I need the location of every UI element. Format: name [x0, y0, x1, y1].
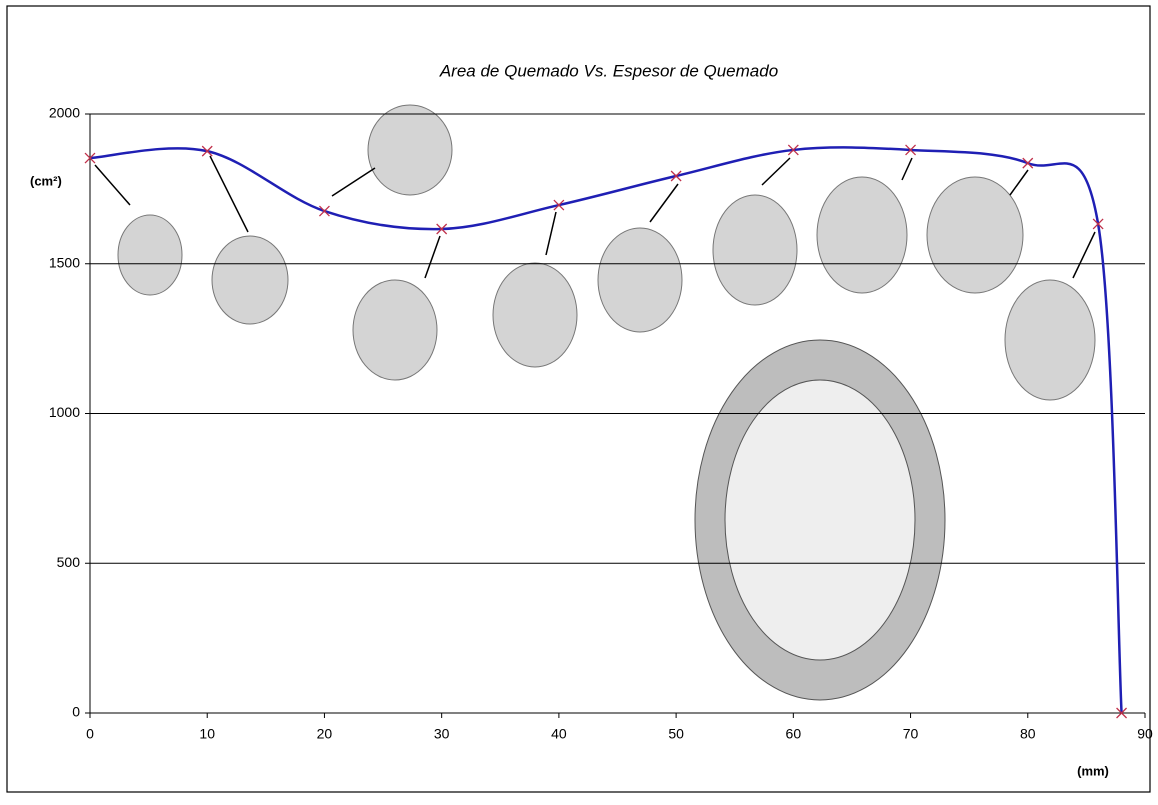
chart: Area de Quemado Vs. Espesor de Quemado (…: [0, 0, 1158, 800]
x-tick-label: 50: [668, 726, 684, 742]
y-axis-label: (cm²): [30, 173, 62, 188]
x-tick-label: 20: [317, 726, 333, 742]
y-tick-label: 2000: [49, 105, 80, 121]
chart-title: Area de Quemado Vs. Espesor de Quemado: [439, 61, 778, 80]
y-tick-label: 1000: [49, 404, 80, 420]
chart-border: [7, 6, 1150, 792]
y-tick-label: 1500: [49, 254, 80, 270]
x-tick-label: 10: [199, 726, 215, 742]
x-tick-label: 80: [1020, 726, 1036, 742]
x-tick-label: 40: [551, 726, 567, 742]
x-axis-label: (mm): [1077, 763, 1109, 778]
x-tick-label: 0: [86, 726, 94, 742]
x-tick-label: 90: [1137, 726, 1153, 742]
x-tick-label: 60: [786, 726, 802, 742]
x-tick-label: 70: [903, 726, 919, 742]
x-tick-label: 30: [434, 726, 450, 742]
y-tick-label: 0: [72, 704, 80, 720]
y-tick-label: 500: [57, 554, 81, 570]
